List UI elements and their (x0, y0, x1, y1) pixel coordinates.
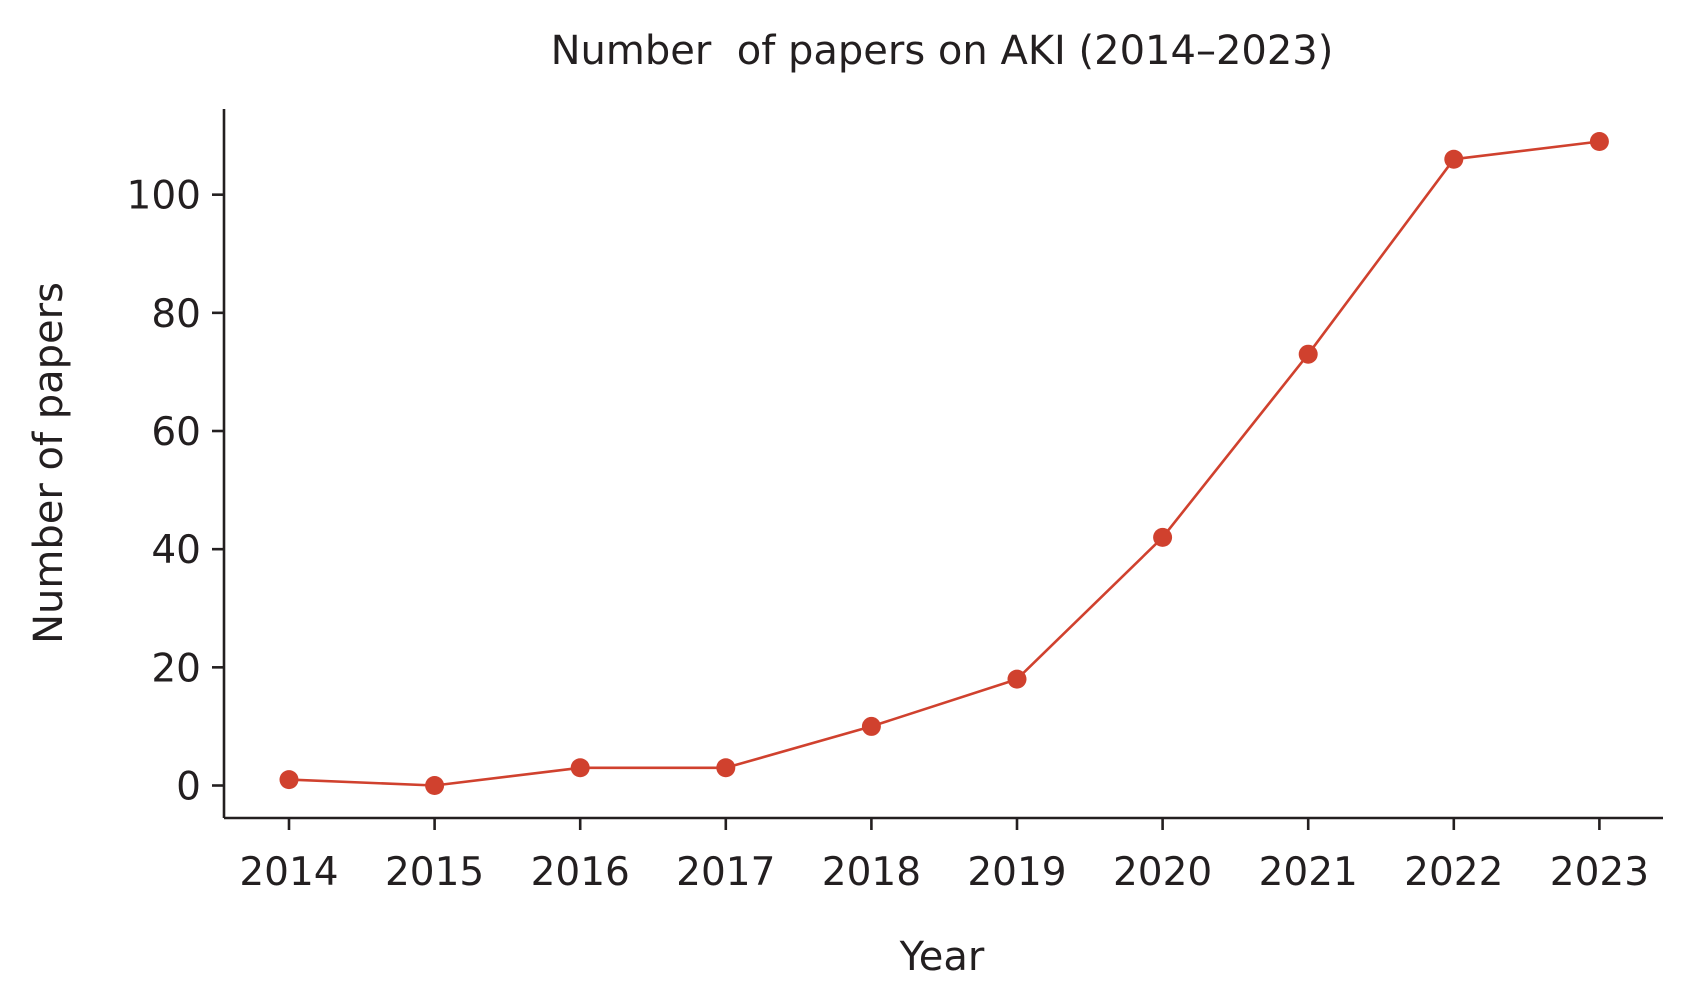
x-tick-label: 2020 (1113, 850, 1212, 895)
y-tick-label: 0 (176, 765, 201, 810)
y-tick-label: 60 (151, 410, 201, 455)
chart-title: Number of papers on AKI (2014–2023) (551, 28, 1334, 74)
x-tick-label: 2017 (676, 850, 775, 895)
x-tick-label: 2018 (822, 850, 921, 895)
y-axis-ticks: 0 20 40 60 80 100 (127, 174, 224, 810)
data-point (279, 770, 299, 790)
data-point (861, 716, 881, 736)
y-tick-label: 20 (151, 646, 201, 691)
y-tick-label: 40 (151, 528, 201, 573)
data-point (1153, 527, 1173, 547)
y-tick-label: 100 (127, 174, 201, 219)
x-tick-label: 2022 (1404, 850, 1503, 895)
data-point (1007, 669, 1027, 689)
data-point (1589, 131, 1609, 151)
x-axis-label: Year (899, 934, 985, 980)
x-tick-label: 2014 (239, 850, 338, 895)
data-point (425, 776, 445, 796)
x-tick-label: 2023 (1550, 850, 1649, 895)
x-tick-label: 2016 (531, 850, 630, 895)
data-point (1298, 344, 1318, 364)
y-tick-label: 80 (151, 292, 201, 337)
x-tick-label: 2015 (385, 850, 484, 895)
data-point (1444, 149, 1464, 169)
x-axis-ticks: 2014 2015 2016 2017 2018 2019 2020 2021 2022 2023 (239, 818, 1649, 895)
axes (222, 109, 1663, 820)
x-tick-label: 2019 (967, 850, 1066, 895)
data-point (716, 758, 736, 778)
x-tick-label: 2021 (1259, 850, 1358, 895)
data-point (570, 758, 590, 778)
y-axis-label: Number of papers (26, 282, 72, 644)
series-line (288, 140, 1600, 787)
data-series (279, 131, 1609, 796)
